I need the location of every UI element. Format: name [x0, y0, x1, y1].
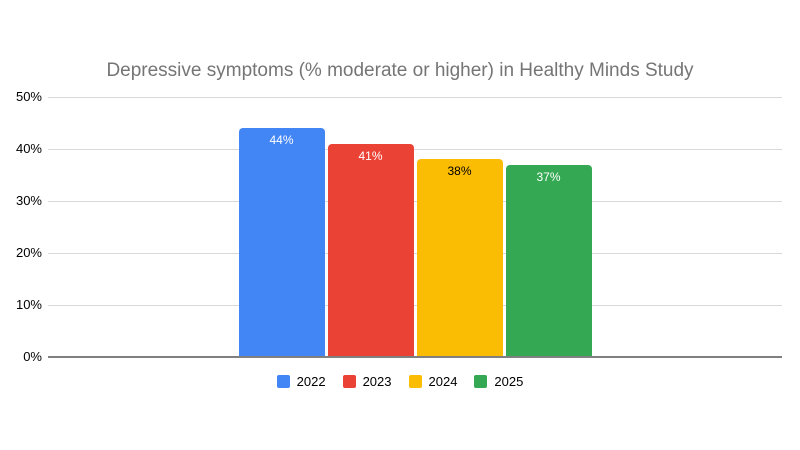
legend-swatch-icon — [276, 375, 290, 388]
gridline-40 — [48, 149, 782, 150]
legend-label: 2022 — [296, 374, 326, 389]
y-tick-label-30pct: 30% — [15, 193, 42, 208]
bar-value-label-2023: 41% — [358, 148, 383, 163]
bar-value-label-2024: 38% — [447, 164, 472, 179]
y-tick-label-0pct: 0% — [23, 349, 42, 364]
legend-item-2022[interactable]: 2022 — [276, 374, 326, 389]
legend-swatch-icon — [408, 375, 422, 388]
legend-label: 2025 — [494, 374, 524, 389]
bar-value-label-2022: 44% — [269, 133, 294, 148]
gridline-10 — [48, 305, 782, 306]
plot-area: 44% 41% 38% 37% — [48, 97, 782, 358]
legend: 2022 2023 2024 2025 — [0, 374, 800, 389]
legend-label: 2024 — [428, 374, 458, 389]
bar-2023[interactable]: 41% — [327, 143, 414, 357]
y-tick-label-50pct: 50% — [15, 89, 42, 104]
legend-swatch-icon — [474, 375, 488, 388]
bar-value-label-2025: 37% — [536, 169, 561, 184]
gridline-50 — [48, 97, 782, 98]
legend-item-2025[interactable]: 2025 — [474, 374, 523, 389]
gridline-30 — [48, 201, 782, 202]
y-tick-label-20pct: 20% — [15, 245, 42, 260]
legend-swatch-icon — [342, 375, 356, 388]
legend-label: 2023 — [362, 374, 392, 389]
gridline-20 — [48, 253, 782, 254]
y-tick-label-40pct: 40% — [15, 141, 42, 156]
y-tick-label-10pct: 10% — [15, 297, 42, 312]
legend-item-2024[interactable]: 2024 — [408, 374, 458, 389]
chart-title: Depressive symptoms (% moderate or highe… — [106, 60, 694, 81]
x-axis-line — [48, 356, 782, 358]
bar-2022[interactable]: 44% — [238, 128, 325, 357]
bar-2025[interactable]: 37% — [505, 164, 592, 357]
bar-2024[interactable]: 38% — [416, 159, 503, 357]
legend-item-2023[interactable]: 2023 — [342, 374, 392, 389]
